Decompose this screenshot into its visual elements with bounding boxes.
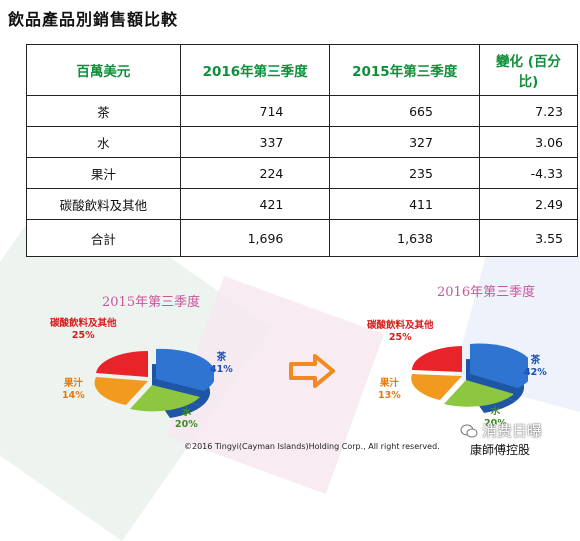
table-row: 果汁 224 235 -4.33: [26, 157, 579, 189]
table-row: 水 337 327 3.06: [26, 126, 579, 158]
pie-label-tea: 茶 42%: [524, 355, 547, 378]
cell-2015: 235: [329, 157, 480, 189]
cell-2015: 411: [329, 188, 480, 220]
pie-slice-juice: [411, 374, 462, 400]
cell-2016: 224: [179, 157, 331, 189]
pie-chart-2016: [411, 343, 528, 413]
pie-label-water: 水 20%: [484, 406, 507, 429]
right-arrow-icon: [289, 354, 335, 388]
pie-label-tea: 茶 41%: [210, 352, 233, 375]
table-row: 茶 714 665 7.23: [26, 95, 579, 127]
cell-2015: 1,638: [329, 219, 480, 257]
pie-title-2016: 2016年第三季度: [437, 285, 536, 300]
watermark: 消费日曝: [460, 420, 542, 441]
cell-2015: 665: [329, 95, 480, 127]
pie-slice-tea: [470, 343, 528, 388]
pie-label-juice: 果汁 13%: [378, 378, 401, 401]
row-label: 果汁: [26, 157, 181, 189]
cell-change: 2.49: [478, 188, 579, 220]
pie-label-carbonated: 碳酸飲料及其他 25%: [50, 318, 117, 341]
cell-2016: 1,696: [179, 219, 331, 257]
pie-slice-tea: [156, 348, 214, 391]
cell-change: 3.55: [478, 219, 579, 257]
pie-label-juice: 果汁 14%: [62, 378, 85, 401]
publisher-name: 康師傅控股: [470, 443, 531, 457]
pie-chart-2015: [94, 348, 214, 418]
pie-title-2015: 2015年第三季度: [102, 295, 201, 310]
pie-slice-water: [444, 380, 514, 407]
table-total-row: 合計 1,696 1,638 3.55: [26, 219, 579, 257]
cell-change: 3.06: [478, 126, 579, 158]
row-label: 碳酸飲料及其他: [26, 188, 181, 220]
cell-2015: 327: [329, 126, 480, 158]
pie-slice-carbonated: [412, 346, 462, 372]
cell-change: 7.23: [478, 95, 579, 127]
table-row: 碳酸飲料及其他 421 411 2.49: [26, 188, 579, 220]
cell-change: -4.33: [478, 157, 579, 189]
pie-label-water: 水 20%: [175, 407, 198, 430]
column-header: 百萬美元: [26, 44, 181, 96]
watermark-text: 消费日曝: [482, 422, 543, 440]
pie-slice-carbonated: [96, 350, 148, 377]
page-title: 飲品產品別銷售額比較: [8, 10, 179, 29]
pie-slice-water: [130, 385, 200, 412]
sales-table: 百萬美元 2016年第三季度 2015年第三季度 變化 (百分比) 茶 714 …: [26, 44, 579, 257]
pie-label-carbonated: 碳酸飲料及其他 25%: [367, 320, 434, 343]
cell-2016: 337: [179, 126, 331, 158]
cell-2016: 421: [179, 188, 331, 220]
row-label: 水: [26, 126, 181, 158]
column-header: 2016年第三季度: [179, 44, 331, 96]
pie-slice-juice: [94, 377, 148, 405]
row-label: 茶: [26, 95, 181, 127]
column-header: 變化 (百分比): [478, 44, 579, 96]
wechat-icon: [460, 424, 478, 437]
column-header: 2015年第三季度: [329, 44, 480, 96]
row-label: 合計: [26, 219, 181, 257]
copyright-text: ©2016 Tingyi(Cayman Islands)Holding Corp…: [184, 442, 440, 451]
table-header-row: 百萬美元 2016年第三季度 2015年第三季度 變化 (百分比): [26, 44, 579, 96]
cell-2016: 714: [179, 95, 331, 127]
